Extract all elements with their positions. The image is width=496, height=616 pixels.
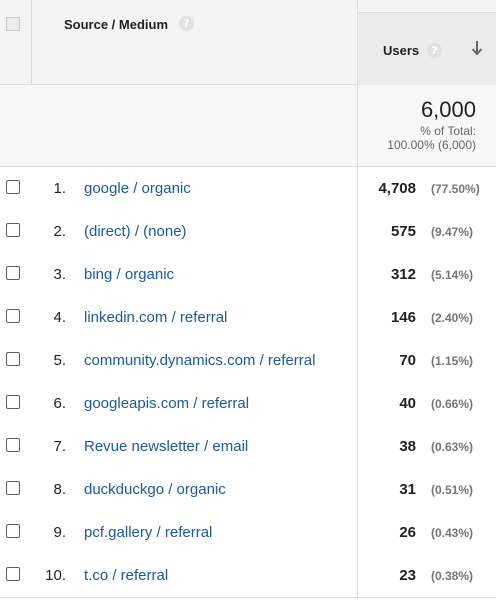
table-row: 2. (direct) / (none) 575 (9.47%) <box>0 210 496 254</box>
table-row: 4. linkedin.com / referral 146 (2.40%) <box>0 296 496 340</box>
row-checkbox[interactable] <box>6 567 20 581</box>
column-divider <box>357 0 358 598</box>
row-checkbox[interactable] <box>6 223 20 237</box>
source-medium-link[interactable]: community.dynamics.com / referral <box>84 352 316 369</box>
row-checkbox[interactable] <box>6 524 20 538</box>
total-users-value: 6,000 <box>420 97 476 122</box>
help-icon[interactable]: ? <box>427 43 442 58</box>
users-value: 70 <box>399 352 416 369</box>
table-row: 3. bing / organic 312 (5.14%) <box>0 253 496 297</box>
table-row: 6. googleapis.com / referral 40 (0.66%) <box>0 382 496 426</box>
users-percent: (0.66%) <box>431 397 474 411</box>
table-header: Source / Medium ? Users ? <box>0 0 496 85</box>
users-value: 312 <box>390 266 416 283</box>
source-medium-header-label: Source / Medium <box>64 17 169 32</box>
row-index: 7. <box>53 438 66 455</box>
percent-of-total-label: % of Total: <box>420 124 476 138</box>
source-medium-link[interactable]: pcf.gallery / referral <box>84 524 213 541</box>
users-value: 23 <box>399 567 416 584</box>
row-index: 6. <box>53 395 66 412</box>
source-medium-link[interactable]: t.co / referral <box>84 567 169 584</box>
users-percent: (1.15%) <box>431 354 474 368</box>
users-value: 31 <box>399 481 416 498</box>
table-row: 10. t.co / referral 23 (0.38%) <box>0 554 496 598</box>
row-index: 2. <box>53 223 66 240</box>
row-index: 4. <box>53 309 66 326</box>
source-medium-link[interactable]: google / organic <box>84 180 191 197</box>
source-medium-link[interactable]: (direct) / (none) <box>84 223 187 240</box>
help-icon[interactable]: ? <box>179 16 194 31</box>
table-row: 8. duckduckgo / organic 31 (0.51%) <box>0 468 496 512</box>
users-value: 40 <box>399 395 416 412</box>
row-index: 10. <box>45 567 66 584</box>
users-value: 38 <box>399 438 416 455</box>
users-percent: (9.47%) <box>431 225 474 239</box>
users-percent: (2.40%) <box>431 311 474 325</box>
total-users-percent: % of Total: 100.00% (6,000) <box>387 124 476 152</box>
row-index: 3. <box>53 266 66 283</box>
users-percent: (0.51%) <box>431 483 474 497</box>
users-value: 4,708 <box>378 180 416 197</box>
users-percent: (5.14%) <box>431 268 474 282</box>
source-medium-link[interactable]: googleapis.com / referral <box>84 395 250 412</box>
users-percent: (0.63%) <box>431 440 474 454</box>
users-header-label: Users <box>383 43 420 58</box>
users-value: 575 <box>390 223 416 240</box>
percent-of-total-value: 100.00% (6,000) <box>387 138 476 152</box>
users-value: 146 <box>390 309 416 326</box>
table-row: 9. pcf.gallery / referral 26 (0.43%) <box>0 511 496 555</box>
source-medium-column-header[interactable]: Source / Medium ? <box>64 16 194 32</box>
source-medium-link[interactable]: bing / organic <box>84 266 175 283</box>
select-all-checkbox[interactable] <box>6 17 20 31</box>
users-value: 26 <box>399 524 416 541</box>
row-checkbox[interactable] <box>6 438 20 452</box>
users-percent: (0.38%) <box>431 569 474 583</box>
row-checkbox[interactable] <box>6 309 20 323</box>
source-medium-link[interactable]: duckduckgo / organic <box>84 481 226 498</box>
users-percent: (77.50%) <box>431 182 480 196</box>
users-column-header[interactable]: Users ? <box>358 12 496 85</box>
row-index: 9. <box>53 524 66 541</box>
source-medium-link[interactable]: Revue newsletter / email <box>84 438 249 455</box>
row-checkbox[interactable] <box>6 352 20 366</box>
table-row: 7. Revue newsletter / email 38 (0.63%) <box>0 425 496 469</box>
row-index: 1. <box>53 180 66 197</box>
arrow-down-icon[interactable] <box>471 40 483 61</box>
row-index: 5. <box>53 352 66 369</box>
row-checkbox[interactable] <box>6 395 20 409</box>
totals-row: 6,000 % of Total: 100.00% (6,000) <box>0 85 496 167</box>
row-checkbox[interactable] <box>6 180 20 194</box>
users-percent: (0.43%) <box>431 526 474 540</box>
source-medium-link[interactable]: linkedin.com / referral <box>84 309 228 326</box>
row-checkbox[interactable] <box>6 266 20 280</box>
table-row: 1. google / organic 4,708 (77.50%) <box>0 167 496 211</box>
table-row: 5. community.dynamics.com / referral 70 (1.… <box>0 339 496 383</box>
row-index: 8. <box>53 481 66 498</box>
column-divider <box>31 0 32 84</box>
row-checkbox[interactable] <box>6 481 20 495</box>
